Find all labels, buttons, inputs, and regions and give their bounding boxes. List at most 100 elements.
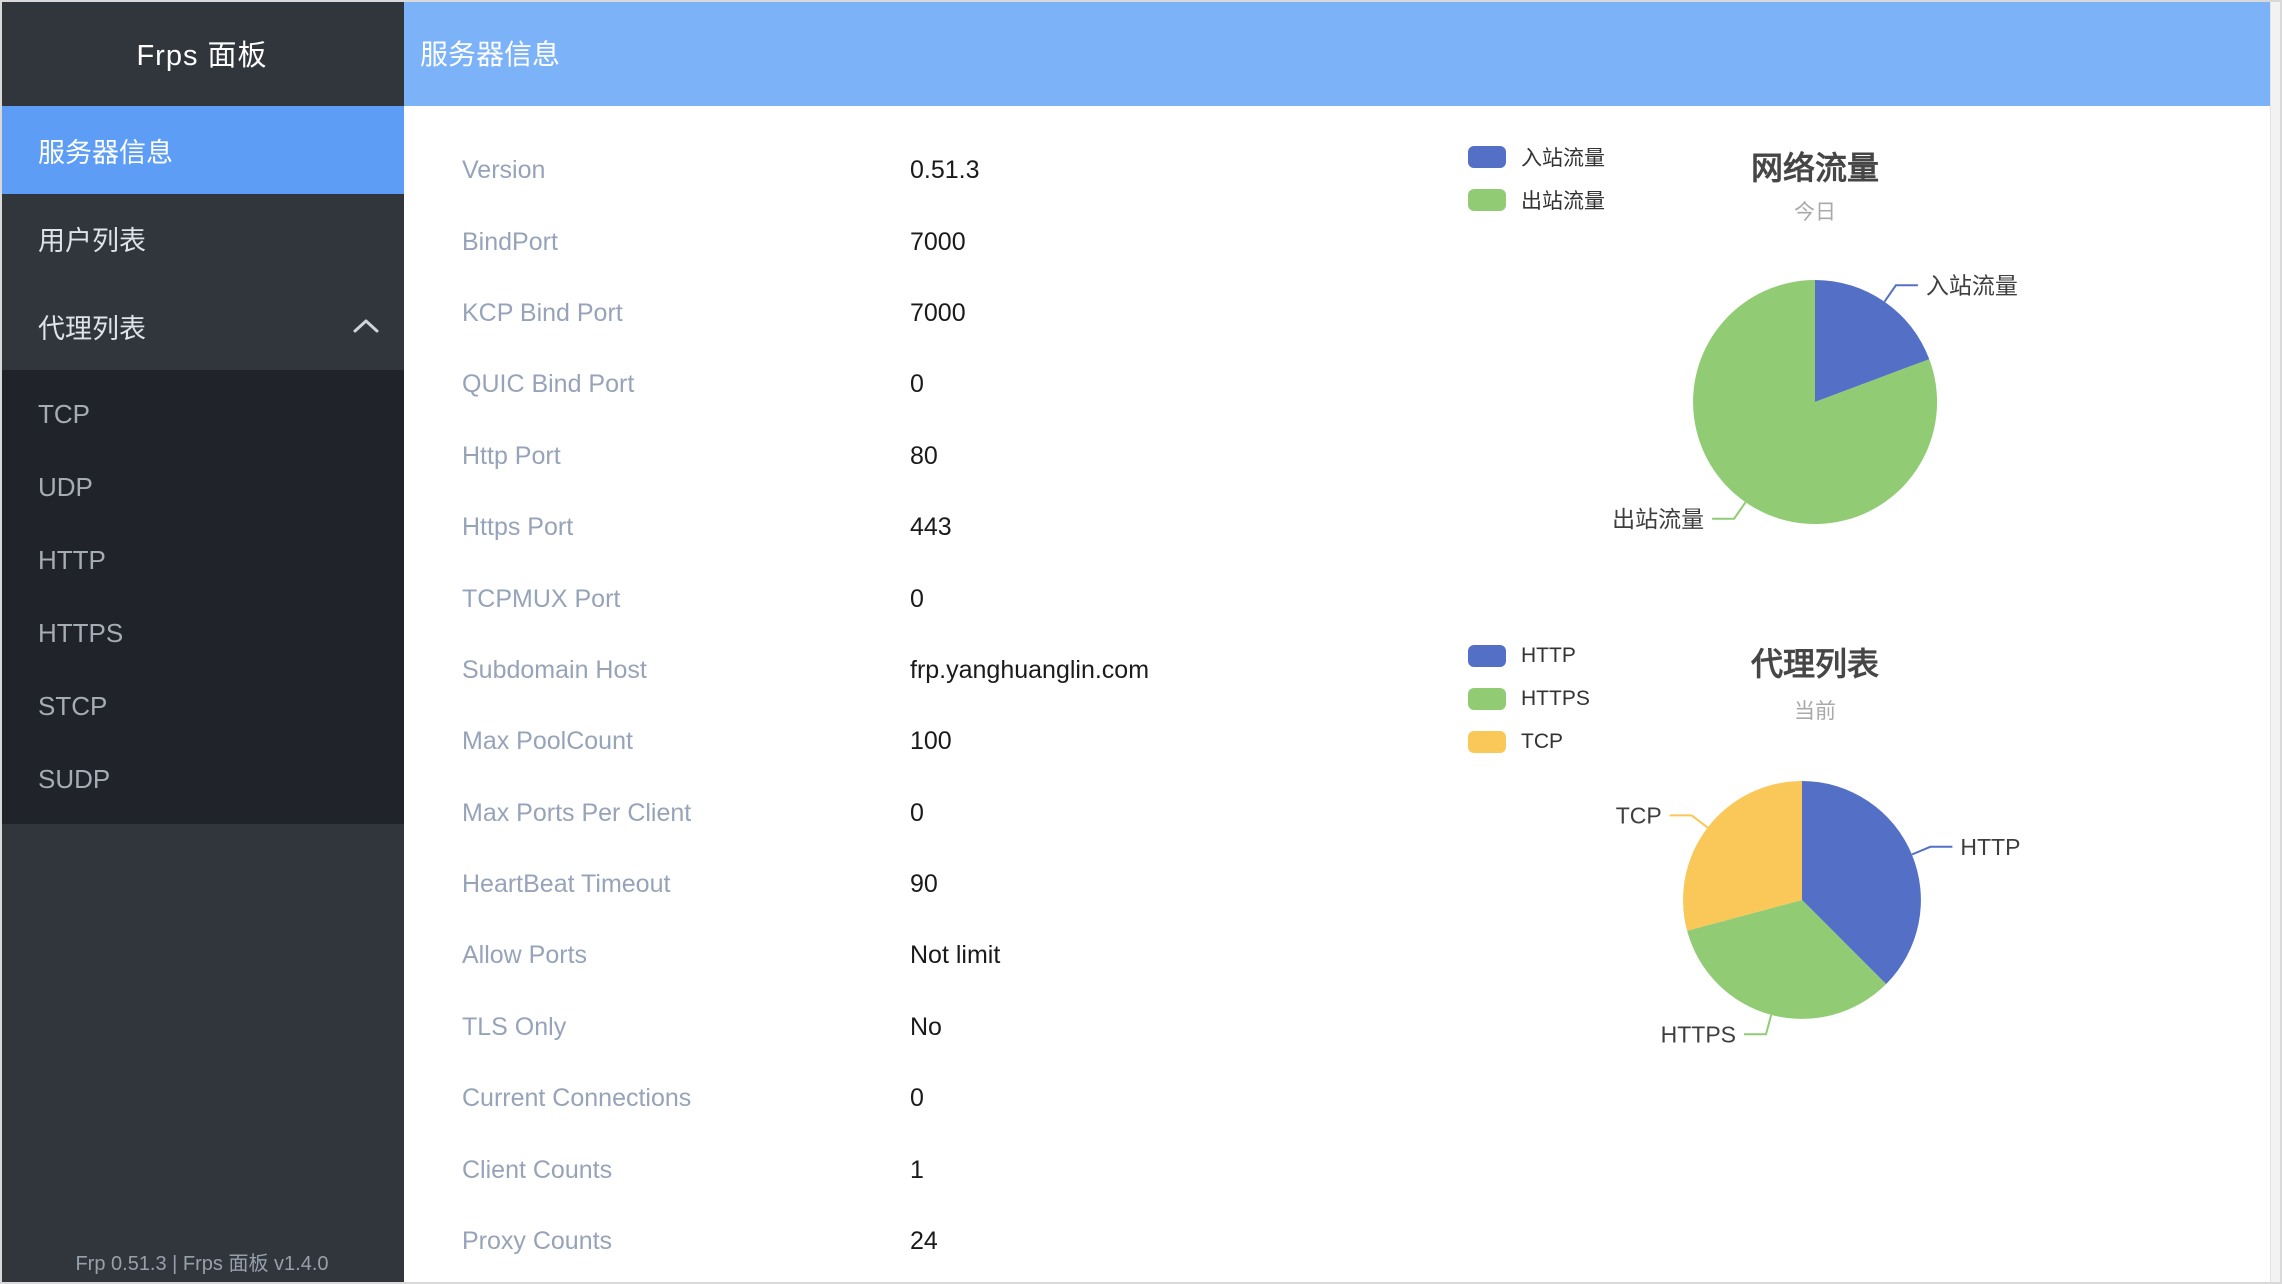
info-row: TLS Only No xyxy=(404,992,1484,1063)
proxy-list-pie-chart: HTTP HTTPS TCP xyxy=(1616,781,2020,1047)
info-label: TLS Only xyxy=(462,1012,567,1041)
info-label: Https Port xyxy=(462,513,574,542)
pie-callout-line xyxy=(1712,501,1747,520)
pie-callout-line xyxy=(1883,284,1918,303)
sidebar-subitem-tcp[interactable]: TCP xyxy=(38,399,90,429)
info-row: KCP Bind Port 7000 xyxy=(404,278,1484,349)
sidebar-subitem-https[interactable]: HTTPS xyxy=(38,618,124,648)
sidebar-item-label: 代理列表 xyxy=(38,313,146,344)
info-label: Current Connections xyxy=(462,1084,692,1113)
sidebar-subitem-udp[interactable]: UDP xyxy=(38,472,93,502)
sidebar-item-user-list[interactable]: 用户列表 xyxy=(0,194,404,282)
sidebar-item-label: 用户列表 xyxy=(38,225,146,256)
info-value: 100 xyxy=(910,727,952,756)
pie-callout-line xyxy=(1911,845,1953,856)
sidebar-item-server-info[interactable]: 服务器信息 xyxy=(0,106,404,194)
info-value: 0 xyxy=(910,584,924,613)
info-row: TCPMUX Port 0 xyxy=(404,563,1484,634)
info-label: Http Port xyxy=(462,441,561,470)
sidebar-subitem-stcp[interactable]: STCP xyxy=(38,691,108,721)
sidebar-subitem-sudp[interactable]: SUDP xyxy=(38,764,111,794)
legend-swatch xyxy=(1468,730,1506,753)
legend-item-http[interactable]: HTTP xyxy=(1468,634,1590,677)
info-row: QUIC Bind Port 0 xyxy=(404,349,1484,420)
info-row: Current Connections 0 xyxy=(404,1063,1484,1134)
sidebar-subitem-http[interactable]: HTTP xyxy=(38,545,106,575)
info-row: Max PoolCount 100 xyxy=(404,706,1484,777)
legend-label: 出站流量 xyxy=(1521,189,1605,213)
info-value: 0.51.3 xyxy=(910,156,980,185)
network-traffic-chart-subtitle: 今日 xyxy=(1794,201,1836,224)
pie-callout-label: HTTP xyxy=(1960,834,2020,860)
pie-slice-TCP[interactable] xyxy=(1683,781,1802,931)
network-traffic-chart-title: 网络流量 xyxy=(1750,150,1880,186)
info-label: BindPort xyxy=(462,227,558,256)
info-row: Http Port 80 xyxy=(404,421,1484,492)
info-value: Not limit xyxy=(910,941,1001,970)
pie-callout-line xyxy=(1744,1014,1773,1036)
scrollbar-gutter[interactable] xyxy=(2270,2,2280,1282)
legend-swatch xyxy=(1468,644,1506,667)
info-row: Proxy Counts 24 xyxy=(404,1206,1484,1277)
legend-item-tcp[interactable]: TCP xyxy=(1468,720,1590,763)
legend-swatch xyxy=(1468,145,1506,168)
info-value: 0 xyxy=(910,370,924,399)
info-label: Subdomain Host xyxy=(462,655,647,684)
pie-callout-line xyxy=(1669,814,1709,829)
info-row: Https Port 443 xyxy=(404,492,1484,563)
info-label: Max Ports Per Client xyxy=(462,798,692,827)
info-label: QUIC Bind Port xyxy=(462,370,635,399)
legend-item-inbound[interactable]: 入站流量 xyxy=(1468,135,1605,178)
page-header: 服务器信息 xyxy=(404,0,2273,106)
info-row: BindPort 7000 xyxy=(404,206,1484,277)
info-label: HeartBeat Timeout xyxy=(462,870,671,899)
legend-swatch xyxy=(1468,687,1506,710)
info-row: Client Counts 1 xyxy=(404,1134,1484,1205)
info-value: 7000 xyxy=(910,298,966,327)
proxy-list-legend: HTTP HTTPS TCP xyxy=(1468,634,1590,763)
info-value: 0 xyxy=(910,798,924,827)
info-row: HeartBeat Timeout 90 xyxy=(404,849,1484,920)
info-value: 90 xyxy=(910,870,938,899)
info-row: Allow Ports Not limit xyxy=(404,920,1484,991)
proxy-submenu: TCP UDP HTTP HTTPS STCP SUDP xyxy=(0,370,404,824)
pie-slice-入站流量[interactable] xyxy=(1815,280,1930,402)
info-label: KCP Bind Port xyxy=(462,298,623,327)
sidebar-item-label: 服务器信息 xyxy=(38,137,173,168)
sidebar: Frps 面板 服务器信息 用户列表 代理列表 TCP UDP HTTP HTT… xyxy=(0,0,404,1284)
info-label: Version xyxy=(462,156,546,185)
info-value: frp.yanghuanglin.com xyxy=(910,655,1150,684)
info-row: Max Ports Per Client 0 xyxy=(404,778,1484,849)
info-value: 80 xyxy=(910,441,938,470)
info-value: No xyxy=(910,1012,942,1041)
info-label: Max PoolCount xyxy=(462,727,633,756)
info-row: Subdomain Host frp.yanghuanglin.com xyxy=(404,635,1484,706)
pie-slice-HTTPS[interactable] xyxy=(1687,900,1887,1019)
sidebar-item-proxy-list[interactable]: 代理列表 xyxy=(0,282,404,370)
app-title: Frps 面板 xyxy=(136,40,268,72)
chevron-up-icon xyxy=(353,319,379,333)
info-value: 443 xyxy=(910,513,952,542)
network-traffic-legend: 入站流量 出站流量 xyxy=(1468,135,1605,221)
legend-item-outbound[interactable]: 出站流量 xyxy=(1468,178,1605,221)
legend-label: HTTP xyxy=(1521,643,1576,667)
legend-label: TCP xyxy=(1521,729,1563,753)
pie-callout-label: 出站流量 xyxy=(1612,506,1704,532)
pie-slice-出站流量[interactable] xyxy=(1693,280,1938,524)
info-value: 7000 xyxy=(910,227,966,256)
info-row: Version 0.51.3 xyxy=(404,135,1484,206)
pie-callout-label: HTTPS xyxy=(1661,1021,1736,1047)
page-title: 服务器信息 xyxy=(420,39,561,70)
legend-item-https[interactable]: HTTPS xyxy=(1468,677,1590,720)
info-label: TCPMUX Port xyxy=(462,584,621,613)
proxy-list-chart-title: 代理列表 xyxy=(1750,646,1880,682)
pie-slice-HTTP[interactable] xyxy=(1802,781,1921,985)
legend-label: HTTPS xyxy=(1521,686,1590,710)
info-value: 0 xyxy=(910,1084,924,1113)
info-value: 24 xyxy=(910,1227,938,1256)
info-value: 1 xyxy=(910,1155,924,1184)
pie-callout-label: 入站流量 xyxy=(1926,272,2018,298)
legend-swatch xyxy=(1468,188,1506,211)
server-info-list: Version 0.51.3 BindPort 7000 KCP Bind Port… xyxy=(404,135,1484,1277)
info-label: Allow Ports xyxy=(462,941,588,970)
